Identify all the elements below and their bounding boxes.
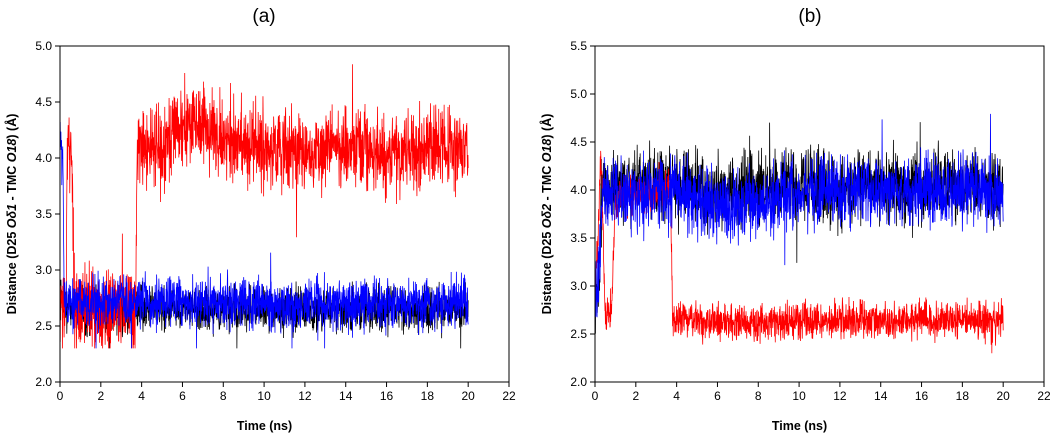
y-tick-label: 2.5 — [35, 319, 52, 333]
panel-b: (b) 0 2 4 6 8 10 12 14 16 18 20 22 2.0 2.5 3.0 3.5 4.0 4.5… — [539, 6, 1050, 433]
series-group — [60, 64, 469, 349]
y-tick-label: 4.0 — [570, 183, 587, 197]
panel-label: (a) — [252, 6, 275, 27]
x-tick-label: 20 — [997, 389, 1011, 403]
y-axis-title-atom1: Oδ2 — [540, 204, 554, 228]
y-tick-label: 5.0 — [570, 87, 587, 101]
x-tick-label: 6 — [179, 389, 186, 403]
y-tick-label: 2.0 — [570, 375, 587, 389]
x-tick-label: 2 — [632, 389, 639, 403]
y-axis-title-atom2: O18 — [540, 139, 554, 163]
y-tick-label: 2.0 — [35, 375, 52, 389]
x-tick-label: 12 — [833, 389, 847, 403]
x-tick-label: 14 — [339, 389, 353, 403]
y-tick-label: 5.5 — [570, 39, 587, 53]
x-tick-label: 16 — [380, 389, 394, 403]
x-tick-label: 8 — [755, 389, 762, 403]
y-axis-title: Distance (D25 Oδ2 - TMC O18) (Å) — [539, 114, 554, 315]
y-tick-label: 3.5 — [35, 207, 52, 221]
x-axis-title: Time (ns) — [237, 419, 292, 433]
panel-label: (b) — [798, 6, 821, 27]
panel-a: (a) 0 2 4 6 8 10 12 14 16 18 20 22 2.0 2.5 3.0 3.5 4.0 4.5… — [4, 6, 516, 433]
y-axis-title-pre: Distance (D25 — [5, 228, 19, 314]
x-tick-label: 0 — [592, 389, 599, 403]
x-tick-label: 10 — [257, 389, 271, 403]
x-axis-title: Time (ns) — [772, 419, 827, 433]
y-axis-title-post: ) (Å) — [539, 114, 554, 139]
y-axis-title: Distance (D25 Oδ1 - TMC O18) (Å) — [4, 114, 19, 315]
y-tick-label: 3.0 — [570, 279, 587, 293]
x-tick-label: 8 — [220, 389, 227, 403]
y-tick-label: 4.5 — [35, 95, 52, 109]
y-axis-title-pre: Distance (D25 — [540, 228, 554, 314]
x-tick-label: 16 — [915, 389, 929, 403]
y-tick-label: 2.5 — [570, 327, 587, 341]
x-tick-label: 22 — [1037, 389, 1050, 403]
series-line — [60, 122, 469, 349]
x-tick-label: 0 — [57, 389, 64, 403]
x-tick-label: 18 — [421, 389, 435, 403]
y-axis-title-atom1: Oδ1 — [5, 204, 19, 228]
y-axis-title-mid: - TMC — [540, 162, 554, 204]
y-tick-label: 4.0 — [35, 151, 52, 165]
y-tick-label: 3.5 — [570, 231, 587, 245]
y-tick-label: 5.0 — [35, 39, 52, 53]
x-tick-label: 18 — [956, 389, 970, 403]
x-tick-label: 22 — [502, 389, 516, 403]
series-line — [595, 122, 1004, 334]
x-tick-label: 20 — [462, 389, 476, 403]
series-line — [595, 113, 1004, 343]
series-group — [595, 113, 1004, 354]
x-tick-label: 4 — [138, 389, 145, 403]
x-tick-label: 12 — [298, 389, 312, 403]
y-axis-title-mid: - TMC — [5, 162, 19, 204]
x-tick-label: 14 — [874, 389, 888, 403]
x-tick-label: 2 — [97, 389, 104, 403]
x-tick-label: 4 — [673, 389, 680, 403]
y-axis-title-atom2: O18 — [5, 139, 19, 163]
y-axis-title-post: ) (Å) — [4, 114, 19, 139]
plot-frame — [594, 45, 1045, 383]
x-tick-label: 10 — [792, 389, 806, 403]
x-tick-label: 6 — [714, 389, 721, 403]
y-tick-label: 4.5 — [570, 135, 587, 149]
y-tick-label: 3.0 — [35, 263, 52, 277]
